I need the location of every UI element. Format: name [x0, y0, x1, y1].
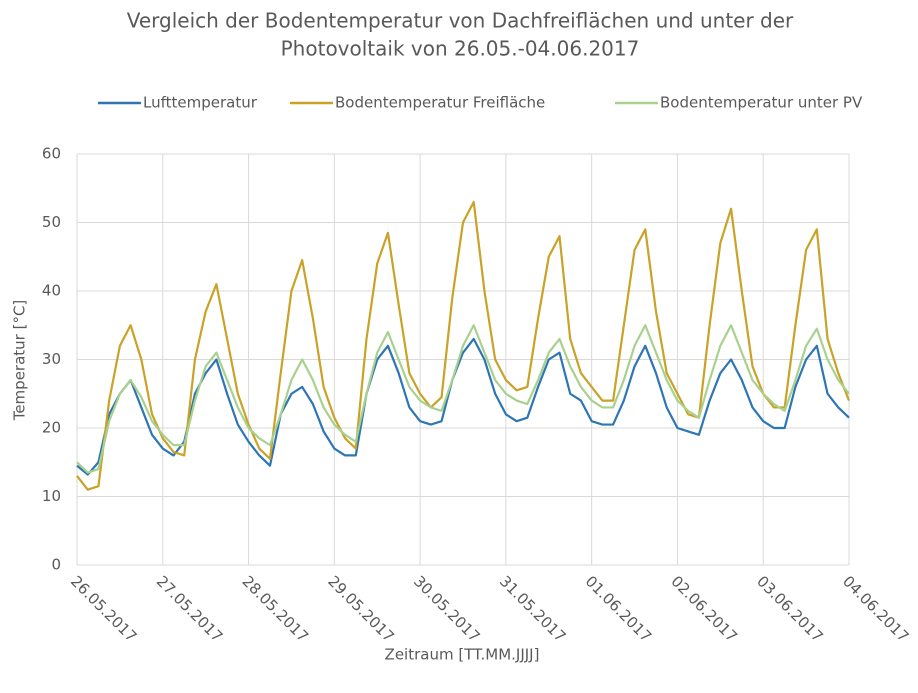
- line: [76, 324, 850, 474]
- line: [76, 337, 850, 476]
- x-tick-label: 28.05.2017: [239, 572, 312, 645]
- y-tick-label: 10: [42, 487, 61, 505]
- y-tick-label: 30: [42, 350, 61, 368]
- x-tick-label: 27.05.2017: [153, 572, 226, 645]
- x-axis-label: Zeitraum [TT.MM.JJJJ]: [385, 646, 540, 664]
- chart-title: Photovoltaik von 26.05.-04.06.2017: [281, 37, 640, 61]
- y-tick-label: 40: [42, 282, 61, 300]
- x-tick-label: 29.05.2017: [324, 572, 397, 645]
- y-tick-label: 60: [42, 145, 61, 163]
- y-tick-label: 0: [51, 556, 61, 574]
- x-tick-label: 04.06.2017: [839, 572, 912, 645]
- legend-label: Lufttemperatur: [143, 94, 258, 112]
- chart-title: Vergleich der Bodentemperatur von Dachfr…: [127, 9, 794, 33]
- x-tick-label: 31.05.2017: [496, 572, 569, 645]
- line: [76, 200, 851, 491]
- y-tick-label: 50: [42, 213, 61, 231]
- y-axis-label: Temperatur [°C]: [11, 300, 29, 422]
- x-tick-label: 01.06.2017: [582, 572, 655, 645]
- legend-label: Bodentemperatur Freifläche: [335, 94, 545, 112]
- legend-label: Bodentemperatur unter PV: [660, 94, 863, 112]
- x-tick-label: 02.06.2017: [667, 572, 740, 645]
- x-tick-label: 03.06.2017: [753, 572, 826, 645]
- x-tick-label: 26.05.2017: [67, 572, 140, 645]
- x-tick-label: 30.05.2017: [410, 572, 483, 645]
- y-tick-label: 20: [42, 419, 61, 437]
